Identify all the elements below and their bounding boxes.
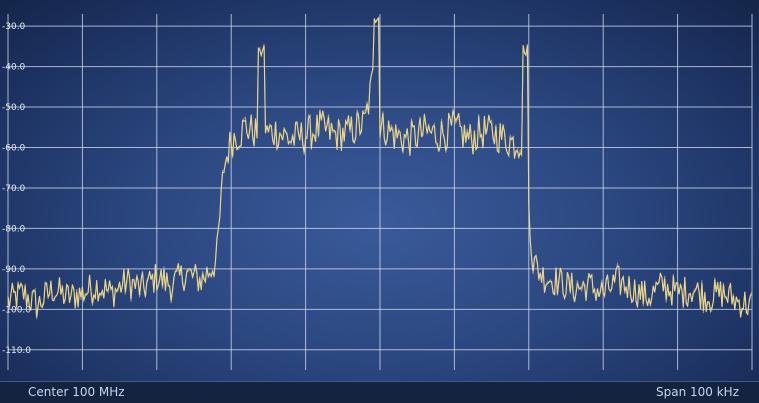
y-tick-label: -50.0 bbox=[2, 103, 26, 113]
y-tick-label: -110.0 bbox=[2, 346, 31, 356]
y-tick-label: -80.0 bbox=[2, 224, 26, 234]
span-label: Span 100 kHz bbox=[656, 385, 739, 399]
trace bbox=[7, 16, 753, 320]
y-tick-label: -60.0 bbox=[2, 144, 26, 154]
graticule bbox=[7, 14, 753, 370]
y-axis-ticks: -30.0 -40.0 -50.0 -60.0 -70.0 -80.0 -90.0 -100.… bbox=[2, 22, 31, 356]
y-tick-label: -100.0 bbox=[2, 305, 31, 315]
y-tick-label: -30.0 bbox=[2, 22, 26, 32]
center-frequency-label: Center 100 MHz bbox=[28, 385, 125, 399]
y-tick-label: -70.0 bbox=[2, 184, 26, 194]
trace-line bbox=[7, 17, 753, 318]
spectrum-plot: -30.0 -40.0 -50.0 -60.0 -70.0 -80.0 -90.0 -100.… bbox=[2, 14, 753, 370]
y-tick-label: -40.0 bbox=[2, 63, 26, 73]
status-bar: Center 100 MHz Span 100 kHz bbox=[0, 381, 759, 403]
y-tick-label: -90.0 bbox=[2, 265, 26, 275]
